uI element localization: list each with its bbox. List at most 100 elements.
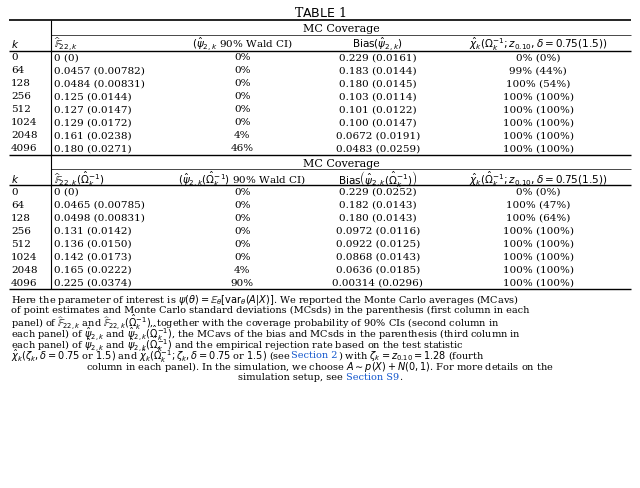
Text: 512: 512 <box>11 240 31 248</box>
Text: Here the parameter of interest is $\psi(\theta) = \mathbb{E}_\theta[\mathrm{var}: Here the parameter of interest is $\psi(… <box>11 292 519 306</box>
Text: 1024: 1024 <box>11 252 38 262</box>
Text: 0% (0%): 0% (0%) <box>516 53 561 62</box>
Text: 100% (100%): 100% (100%) <box>503 118 574 127</box>
Text: 0%: 0% <box>234 226 250 236</box>
Text: 100% (100%): 100% (100%) <box>503 265 574 274</box>
Text: 0%: 0% <box>234 53 250 62</box>
Text: 4%: 4% <box>234 265 250 274</box>
Text: 0.0868 (0.0143): 0.0868 (0.0143) <box>336 252 420 262</box>
Text: 0.0484 (0.00831): 0.0484 (0.00831) <box>54 80 145 88</box>
Text: 0.136 (0.0150): 0.136 (0.0150) <box>54 240 132 248</box>
Text: 0.0483 (0.0259): 0.0483 (0.0259) <box>336 144 420 153</box>
Text: 128: 128 <box>11 80 31 88</box>
Text: Section S9: Section S9 <box>346 373 399 382</box>
Text: 0.180 (0.0271): 0.180 (0.0271) <box>54 144 132 153</box>
Text: $\widehat{\mathbb{F}}_{22,k}(\hat{\Omega}_k^{-1})$: $\widehat{\mathbb{F}}_{22,k}(\hat{\Omega… <box>54 169 105 188</box>
Text: 100% (47%): 100% (47%) <box>506 201 570 209</box>
Text: 100% (100%): 100% (100%) <box>503 279 574 287</box>
Text: simulation setup, see: simulation setup, see <box>238 373 346 382</box>
Text: T$\mathrm{ABLE}$ 1: T$\mathrm{ABLE}$ 1 <box>294 6 346 20</box>
Text: 4096: 4096 <box>11 279 38 287</box>
Text: MC Coverage: MC Coverage <box>303 159 380 169</box>
Text: $\mathrm{Bias}\left(\hat{\psi}_{2,k}(\hat{\Omega}_k^{-1})\right)$: $\mathrm{Bias}\left(\hat{\psi}_{2,k}(\ha… <box>338 169 418 189</box>
Text: Section 2: Section 2 <box>291 350 338 359</box>
Text: $k$: $k$ <box>11 39 19 50</box>
Text: 99% (44%): 99% (44%) <box>509 66 567 75</box>
Text: 0.229 (0.0161): 0.229 (0.0161) <box>339 53 417 62</box>
Text: 64: 64 <box>11 66 24 75</box>
Text: $\hat{\chi}_k(\Omega_k^{-1}; z_{0.10}, \delta = 0.75(1.5))$: $\hat{\chi}_k(\Omega_k^{-1}; z_{0.10}, \… <box>469 36 607 53</box>
Text: 0.165 (0.0222): 0.165 (0.0222) <box>54 265 132 274</box>
Text: 4%: 4% <box>234 131 250 140</box>
Text: 0.0972 (0.0116): 0.0972 (0.0116) <box>336 226 420 236</box>
Text: 0 (0): 0 (0) <box>54 53 79 62</box>
Text: panel) of $\widehat{\mathbb{F}}_{22,k}$ and $\widehat{\mathbb{F}}_{22,k}(\hat{\O: panel) of $\widehat{\mathbb{F}}_{22,k}$ … <box>11 312 499 331</box>
Text: $\hat{\chi}_k(\zeta_k, \delta = 0.75$ or $1.5)$ and $\hat{\chi}_k(\hat{\Omega}_k: $\hat{\chi}_k(\zeta_k, \delta = 0.75$ or… <box>11 345 291 365</box>
Text: 100% (100%): 100% (100%) <box>503 131 574 140</box>
Text: 0%: 0% <box>234 252 250 262</box>
Text: 64: 64 <box>11 201 24 209</box>
Text: 0.180 (0.0145): 0.180 (0.0145) <box>339 80 417 88</box>
Text: 0.0636 (0.0185): 0.0636 (0.0185) <box>336 265 420 274</box>
Text: 0.125 (0.0144): 0.125 (0.0144) <box>54 92 132 102</box>
Text: 0.100 (0.0147): 0.100 (0.0147) <box>339 118 417 127</box>
Text: 256: 256 <box>11 226 31 236</box>
Text: 0%: 0% <box>234 118 250 127</box>
Text: 0%: 0% <box>234 92 250 102</box>
Text: 0%: 0% <box>234 80 250 88</box>
Text: 0 (0): 0 (0) <box>54 187 79 197</box>
Text: 0.182 (0.0143): 0.182 (0.0143) <box>339 201 417 209</box>
Text: 100% (64%): 100% (64%) <box>506 214 570 223</box>
Text: 4096: 4096 <box>11 144 38 153</box>
Text: 0: 0 <box>11 53 18 62</box>
Text: 0.142 (0.0173): 0.142 (0.0173) <box>54 252 132 262</box>
Text: 0.131 (0.0142): 0.131 (0.0142) <box>54 226 132 236</box>
Text: $\hat{\chi}_k(\hat{\Omega}_k^{-1}; z_{0.10}, \delta = 0.75(1.5))$: $\hat{\chi}_k(\hat{\Omega}_k^{-1}; z_{0.… <box>469 169 607 188</box>
Text: 0.229 (0.0252): 0.229 (0.0252) <box>339 187 417 197</box>
Text: 0.0498 (0.00831): 0.0498 (0.00831) <box>54 214 145 223</box>
Text: 2048: 2048 <box>11 265 38 274</box>
Text: 0.0465 (0.00785): 0.0465 (0.00785) <box>54 201 145 209</box>
Text: 1024: 1024 <box>11 118 38 127</box>
Text: 0%: 0% <box>234 214 250 223</box>
Text: $\widehat{\mathbb{F}}_{22,k}$: $\widehat{\mathbb{F}}_{22,k}$ <box>54 36 79 53</box>
Text: 0% (0%): 0% (0%) <box>516 187 561 197</box>
Text: 100% (100%): 100% (100%) <box>503 240 574 248</box>
Text: 0.225 (0.0374): 0.225 (0.0374) <box>54 279 132 287</box>
Text: 100% (100%): 100% (100%) <box>503 92 574 102</box>
Text: 0.129 (0.0172): 0.129 (0.0172) <box>54 118 132 127</box>
Text: 0.127 (0.0147): 0.127 (0.0147) <box>54 105 132 114</box>
Text: each panel) of $\hat{\psi}_{2,k}$ and $\hat{\psi}_{2,k}(\hat{\Omega}_k^{-1})$ an: each panel) of $\hat{\psi}_{2,k}$ and $\… <box>11 334 464 353</box>
Text: 128: 128 <box>11 214 31 223</box>
Text: 0.103 (0.0114): 0.103 (0.0114) <box>339 92 417 102</box>
Text: .: . <box>399 373 402 382</box>
Text: 90%: 90% <box>230 279 254 287</box>
Text: 0%: 0% <box>234 66 250 75</box>
Text: 256: 256 <box>11 92 31 102</box>
Text: 100% (100%): 100% (100%) <box>503 144 574 153</box>
Text: 512: 512 <box>11 105 31 114</box>
Text: 2048: 2048 <box>11 131 38 140</box>
Text: $(\hat{\psi}_{2,k}$ 90% Wald CI): $(\hat{\psi}_{2,k}$ 90% Wald CI) <box>192 36 292 53</box>
Text: 100% (54%): 100% (54%) <box>506 80 570 88</box>
Text: column in each panel). In the simulation, we choose $A \sim p(X) + N(0,1)$. For : column in each panel). In the simulation… <box>86 359 554 373</box>
Text: 100% (100%): 100% (100%) <box>503 105 574 114</box>
Text: 0.00314 (0.0296): 0.00314 (0.0296) <box>332 279 423 287</box>
Text: 0.180 (0.0143): 0.180 (0.0143) <box>339 214 417 223</box>
Text: 46%: 46% <box>230 144 254 153</box>
Text: 0%: 0% <box>234 187 250 197</box>
Text: 0.183 (0.0144): 0.183 (0.0144) <box>339 66 417 75</box>
Text: $k$: $k$ <box>11 173 19 184</box>
Text: 0%: 0% <box>234 240 250 248</box>
Text: ) with $\zeta_k = z_{0.10} = 1.28$ (fourth: ) with $\zeta_k = z_{0.10} = 1.28$ (four… <box>338 348 484 362</box>
Text: 0.101 (0.0122): 0.101 (0.0122) <box>339 105 417 114</box>
Text: 0.0457 (0.00782): 0.0457 (0.00782) <box>54 66 145 75</box>
Text: 0.0922 (0.0125): 0.0922 (0.0125) <box>336 240 420 248</box>
Text: 0%: 0% <box>234 105 250 114</box>
Text: MC Coverage: MC Coverage <box>303 24 380 35</box>
Text: 100% (100%): 100% (100%) <box>503 226 574 236</box>
Text: 0%: 0% <box>234 201 250 209</box>
Text: $(\hat{\psi}_{2,k}(\hat{\Omega}_k^{-1})$ 90% Wald CI): $(\hat{\psi}_{2,k}(\hat{\Omega}_k^{-1})$… <box>178 169 307 188</box>
Text: 0: 0 <box>11 187 18 197</box>
Text: of point estimates and Monte Carlo standard deviations (MCsds) in the parenthesi: of point estimates and Monte Carlo stand… <box>11 305 529 315</box>
